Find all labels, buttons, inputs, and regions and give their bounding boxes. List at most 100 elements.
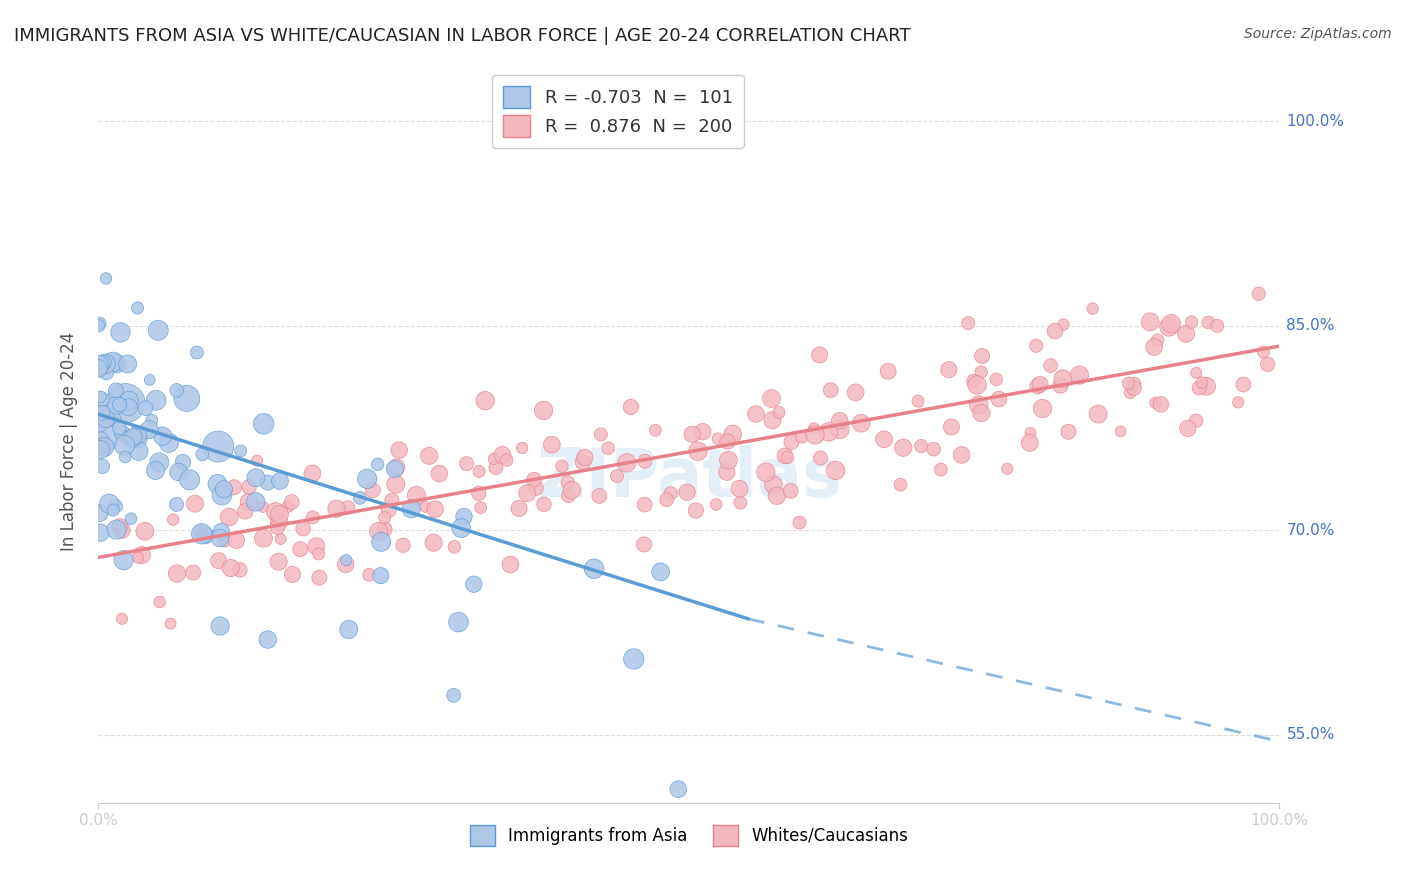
Point	[634, 454, 657, 468]
Point	[463, 577, 485, 591]
Point	[533, 497, 555, 511]
Point	[676, 485, 699, 500]
Point	[267, 555, 290, 569]
Point	[159, 616, 181, 631]
Point	[128, 444, 150, 458]
Point	[820, 383, 842, 397]
Point	[1043, 324, 1066, 338]
Point	[574, 450, 596, 465]
Point	[166, 566, 188, 581]
Point	[118, 401, 141, 415]
Point	[225, 533, 247, 548]
Point	[264, 505, 287, 519]
Point	[269, 508, 291, 522]
Point	[105, 523, 128, 537]
Point	[270, 532, 292, 546]
Point	[828, 422, 851, 436]
Point	[105, 384, 128, 398]
Point	[1049, 378, 1071, 392]
Point	[1026, 379, 1049, 393]
Point	[716, 434, 738, 449]
Point	[1197, 316, 1219, 330]
Point	[152, 429, 174, 443]
Point	[482, 451, 505, 466]
Point	[89, 434, 111, 449]
Point	[370, 568, 392, 582]
Point	[378, 503, 401, 517]
Point	[995, 462, 1018, 476]
Point	[516, 486, 538, 500]
Point	[1247, 286, 1270, 301]
Point	[212, 482, 235, 496]
Point	[405, 488, 427, 502]
Point	[655, 492, 678, 507]
Point	[374, 522, 396, 536]
Point	[828, 414, 851, 428]
Point	[166, 497, 188, 511]
Point	[1146, 333, 1168, 347]
Point	[120, 511, 142, 525]
Point	[337, 500, 360, 515]
Point	[790, 430, 813, 444]
Point	[157, 435, 180, 450]
Point	[907, 394, 929, 409]
Point	[325, 501, 347, 516]
Point	[730, 495, 752, 509]
Legend: Immigrants from Asia, Whites/Caucasians: Immigrants from Asia, Whites/Caucasians	[464, 819, 914, 852]
Point	[1143, 340, 1166, 354]
Point	[134, 524, 156, 539]
Point	[1122, 381, 1144, 395]
Point	[415, 500, 437, 514]
Point	[308, 571, 330, 585]
Point	[716, 433, 738, 447]
Point	[374, 510, 396, 524]
Point	[423, 502, 446, 516]
Point	[583, 562, 606, 576]
Point	[218, 510, 240, 524]
Point	[181, 566, 204, 580]
Point	[1039, 359, 1062, 373]
Point	[117, 357, 139, 371]
Point	[1185, 414, 1208, 428]
Point	[280, 495, 302, 509]
Point	[824, 463, 846, 477]
Point	[381, 493, 404, 508]
Point	[704, 498, 727, 512]
Point	[145, 463, 167, 477]
Point	[207, 554, 229, 568]
Point	[388, 443, 411, 458]
Point	[1139, 315, 1161, 329]
Point	[1180, 315, 1202, 329]
Point	[176, 392, 198, 406]
Point	[110, 326, 132, 340]
Point	[267, 515, 290, 529]
Point	[877, 364, 900, 378]
Point	[468, 464, 491, 478]
Point	[245, 471, 267, 485]
Point	[166, 384, 188, 398]
Point	[349, 491, 371, 505]
Point	[118, 430, 141, 444]
Point	[384, 462, 406, 476]
Point	[87, 359, 110, 373]
Point	[557, 489, 579, 503]
Point	[717, 453, 740, 467]
Point	[957, 316, 980, 330]
Text: Source: ZipAtlas.com: Source: ZipAtlas.com	[1244, 27, 1392, 41]
Point	[301, 467, 323, 481]
Point	[292, 522, 315, 536]
Point	[728, 482, 751, 496]
Point	[211, 488, 233, 502]
Point	[780, 435, 803, 450]
Point	[762, 477, 785, 491]
Point	[873, 432, 896, 446]
Text: IMMIGRANTS FROM ASIA VS WHITE/CAUCASIAN IN LABOR FORCE | AGE 20-24 CORRELATION C: IMMIGRANTS FROM ASIA VS WHITE/CAUCASIAN …	[14, 27, 911, 45]
Point	[1032, 401, 1054, 416]
Point	[1018, 435, 1040, 450]
Point	[103, 411, 125, 425]
Point	[1052, 372, 1074, 386]
Point	[335, 553, 357, 567]
Point	[122, 430, 145, 444]
Point	[269, 474, 291, 488]
Point	[238, 495, 260, 509]
